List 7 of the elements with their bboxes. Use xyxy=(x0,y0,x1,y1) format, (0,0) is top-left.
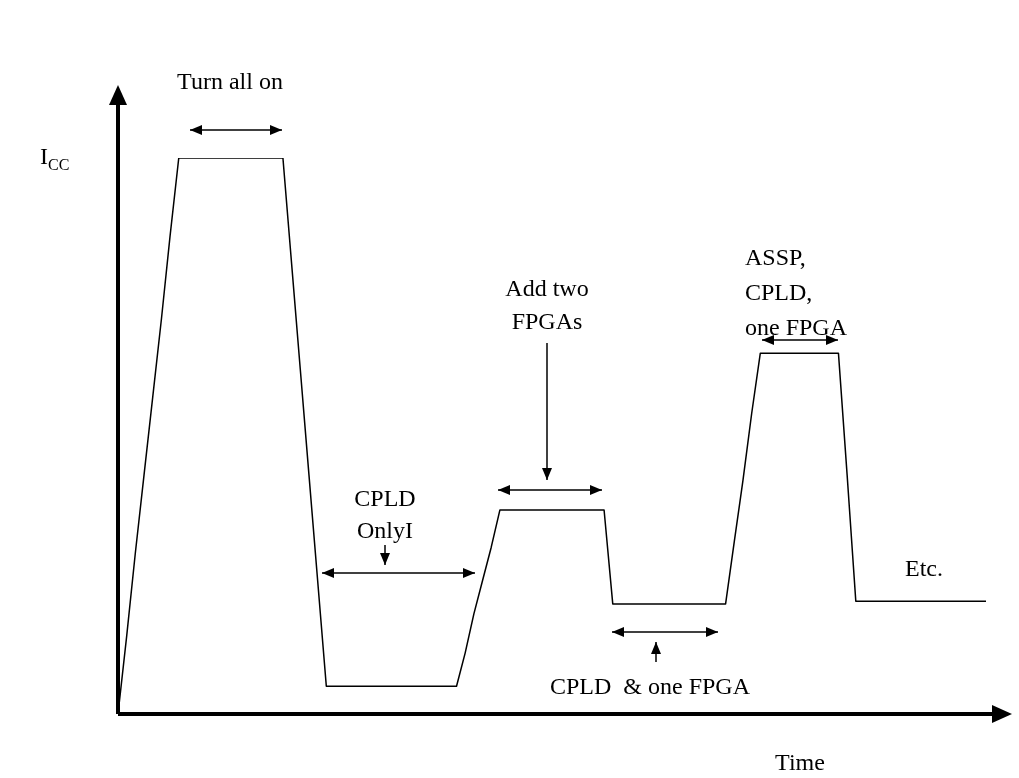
annotation: CPLD OnlyI xyxy=(354,485,416,544)
annotation: ASSP, CPLD, one FPGA xyxy=(745,244,848,341)
annotation: CPLD & one FPGA xyxy=(549,673,751,700)
x-axis-title: Time xyxy=(775,749,825,775)
text: Turn all on xyxy=(177,68,283,95)
annotation: Etc. xyxy=(905,555,943,582)
annotation: Add two FPGAs xyxy=(505,275,589,335)
